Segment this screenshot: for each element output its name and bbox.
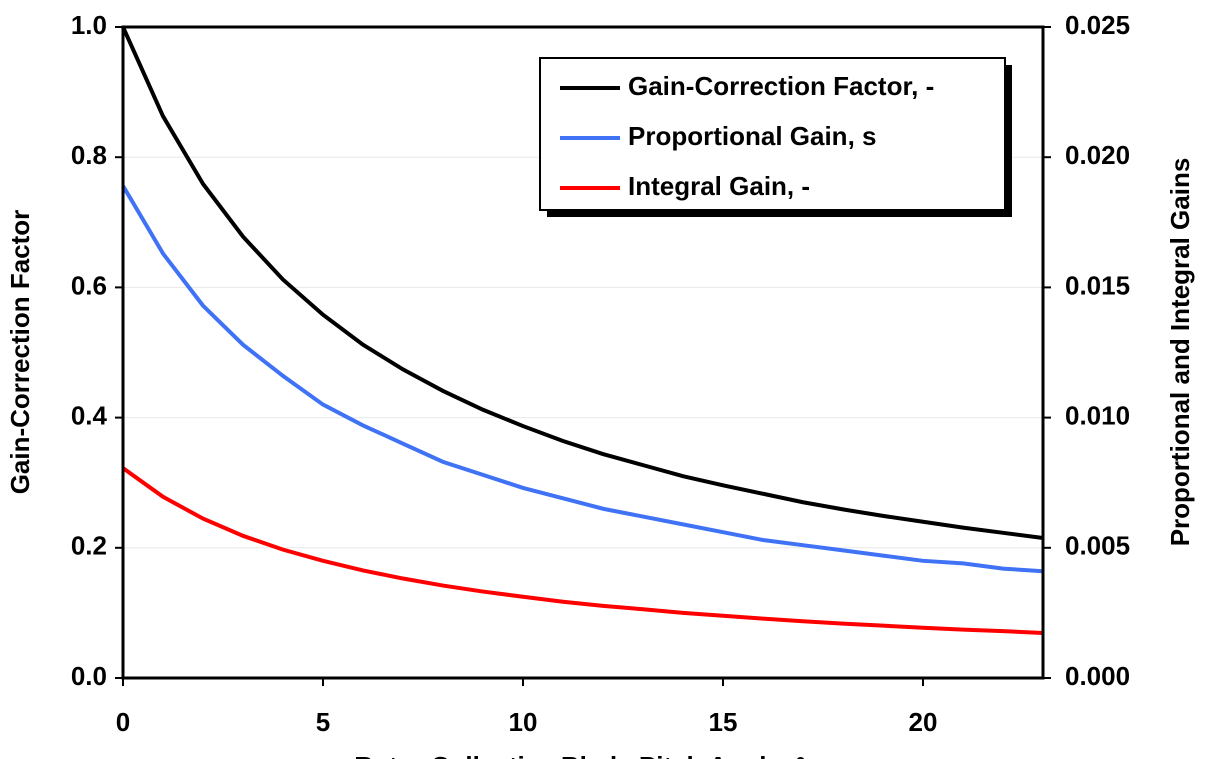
y-tick-label: 1.0 — [71, 10, 107, 40]
y-tick-label: 0.8 — [71, 140, 107, 170]
y-axis-label: Gain-Correction Factor — [5, 210, 35, 495]
legend-label: Proportional Gain, s — [628, 121, 876, 151]
y2-axis-label: Proportional and Integral Gains — [1165, 158, 1195, 547]
plot-frame — [121, 25, 1045, 680]
series-line — [121, 466, 1044, 635]
y2-tick-label: 0.015 — [1065, 270, 1130, 300]
y-tick-label: 0.0 — [71, 661, 107, 691]
y2-tick-label: 0.010 — [1065, 400, 1130, 430]
y-tick-label: 0.4 — [71, 400, 108, 430]
legend-label: Integral Gain, - — [628, 171, 810, 201]
y-tick-label: 0.6 — [71, 270, 107, 300]
series-line — [121, 26, 1044, 541]
x-tick-label: 15 — [709, 707, 738, 737]
y2-tick-label: 0.020 — [1065, 140, 1130, 170]
x-tick-label: 20 — [909, 707, 938, 737]
x-tick-label: 10 — [509, 707, 538, 737]
y2-tick-label: 0.000 — [1065, 661, 1130, 691]
y-tick-label: 0.2 — [71, 531, 107, 561]
legend-label: Gain-Correction Factor, - — [628, 71, 934, 101]
y2-tick-label: 0.025 — [1065, 10, 1130, 40]
x-axis-label: Rotor Collective Blade Pitch Angle, ° — [354, 751, 806, 759]
series-line — [121, 184, 1044, 574]
x-tick-label: 5 — [316, 707, 330, 737]
y2-tick-label: 0.005 — [1065, 531, 1130, 561]
legend-box — [539, 57, 1006, 211]
x-tick-label: 0 — [116, 707, 130, 737]
